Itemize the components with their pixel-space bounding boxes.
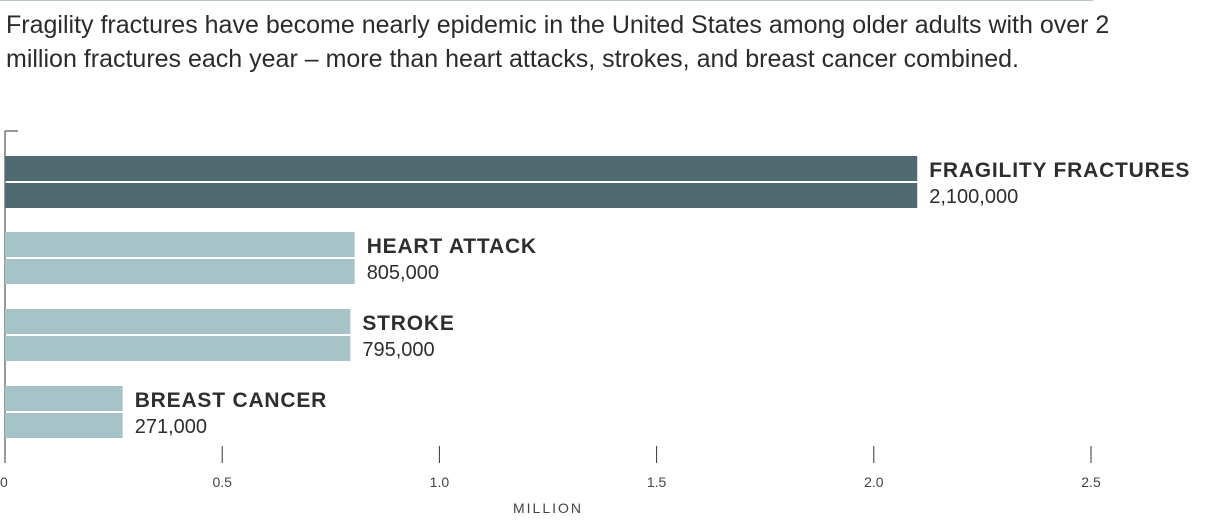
bar-upper — [5, 386, 123, 411]
bar-stroke — [5, 309, 351, 361]
category-label: STROKE — [362, 312, 454, 335]
bar-fragility-fractures — [5, 156, 918, 208]
bar-upper — [5, 232, 355, 257]
category-label: FRAGILITY FRACTURES — [929, 159, 1190, 182]
bar-lower — [5, 259, 355, 284]
x-tick-label: 2.0 — [864, 474, 884, 490]
bar-upper — [5, 156, 918, 181]
x-tick-label: 1.0 — [430, 474, 450, 490]
axis-layer: 0 0.5 1.0 1.5 2.0 2.5 MILLION — [0, 130, 1101, 516]
value-label: 2,100,000 — [929, 186, 1018, 208]
x-tick-label: 0 — [0, 474, 8, 490]
bar-lower — [5, 183, 918, 208]
value-label: 271,000 — [135, 416, 207, 438]
value-label: 795,000 — [362, 339, 434, 361]
bar-lower — [5, 336, 351, 361]
bar-lower — [5, 413, 123, 438]
x-tick-label: 0.5 — [212, 474, 232, 490]
x-axis-title: MILLION — [513, 500, 583, 516]
category-label: BREAST CANCER — [135, 389, 327, 412]
top-rule — [0, 0, 1093, 1]
x-tick-label: 1.5 — [647, 474, 667, 490]
chart-subtitle: Fragility fractures have become nearly e… — [6, 11, 1110, 73]
category-label: HEART ATTACK — [367, 235, 537, 258]
label-layer: FRAGILITY FRACTURES 2,100,000 HEART ATTACK… — [135, 159, 1190, 438]
x-tick-label: 2.5 — [1081, 474, 1101, 490]
bar-layer — [5, 156, 918, 438]
bar-breast-cancer — [5, 386, 123, 438]
bar-upper — [5, 309, 351, 334]
value-label: 805,000 — [367, 262, 439, 284]
bar-heart-attack — [5, 232, 355, 284]
